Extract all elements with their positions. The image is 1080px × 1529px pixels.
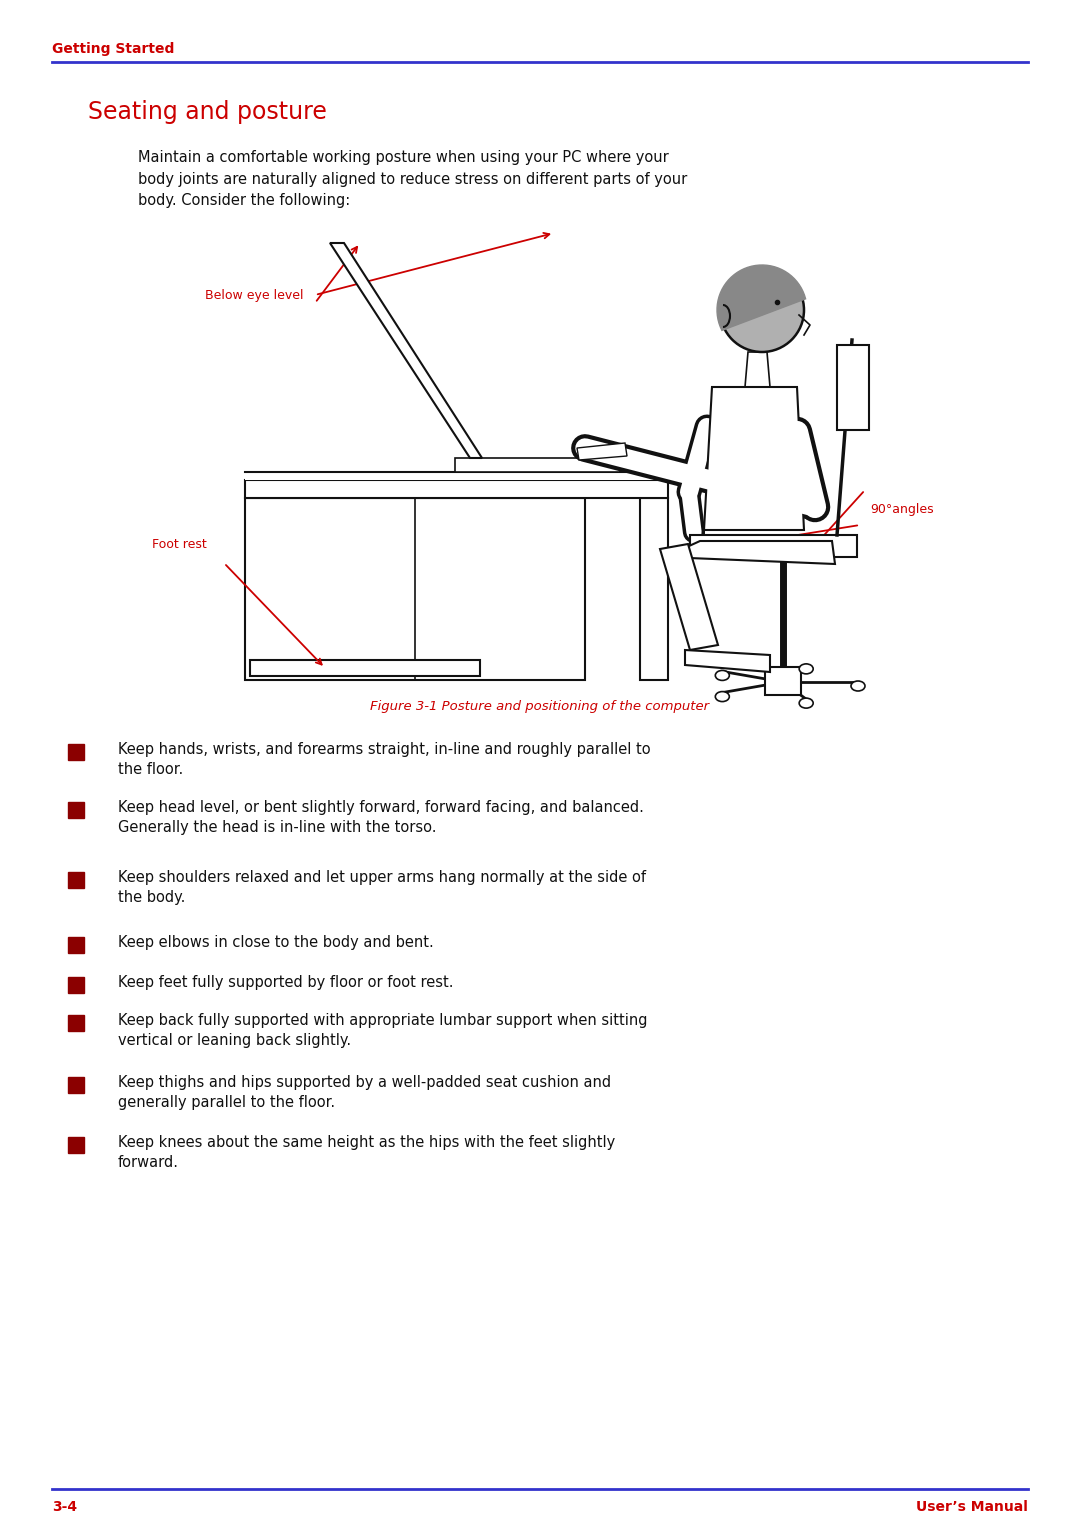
- Text: Maintain a comfortable working posture when using your PC where your
body joints: Maintain a comfortable working posture w…: [138, 150, 687, 208]
- Text: Keep feet fully supported by floor or foot rest.: Keep feet fully supported by floor or fo…: [118, 976, 454, 989]
- Bar: [249, 661, 480, 676]
- Bar: [68, 937, 84, 953]
- Text: Below eye level: Below eye level: [205, 289, 303, 301]
- Bar: [765, 667, 801, 696]
- Text: Seating and posture: Seating and posture: [87, 99, 327, 124]
- Polygon shape: [704, 387, 804, 531]
- Text: Foot rest: Foot rest: [152, 538, 206, 552]
- Bar: [245, 498, 585, 680]
- Text: Keep shoulders relaxed and let upper arms hang normally at the side of
the body.: Keep shoulders relaxed and let upper arm…: [118, 870, 646, 905]
- Bar: [68, 1015, 84, 1031]
- Bar: [245, 472, 669, 480]
- Polygon shape: [717, 265, 806, 330]
- Ellipse shape: [715, 670, 729, 680]
- Ellipse shape: [799, 699, 813, 708]
- Bar: [68, 872, 84, 888]
- Text: User’s Manual: User’s Manual: [916, 1500, 1028, 1514]
- Text: Keep thighs and hips supported by a well-padded seat cushion and
generally paral: Keep thighs and hips supported by a well…: [118, 1075, 611, 1110]
- Ellipse shape: [799, 664, 813, 674]
- Text: Getting Started: Getting Started: [52, 41, 174, 57]
- Polygon shape: [745, 352, 770, 387]
- Bar: [455, 459, 620, 472]
- Text: Figure 3-1 Posture and positioning of the computer: Figure 3-1 Posture and positioning of th…: [370, 700, 710, 713]
- Bar: [68, 803, 84, 818]
- Ellipse shape: [851, 680, 865, 691]
- Text: Keep elbows in close to the body and bent.: Keep elbows in close to the body and ben…: [118, 936, 434, 950]
- Text: 90°angles: 90°angles: [870, 503, 933, 517]
- Bar: [245, 480, 669, 498]
- Polygon shape: [685, 650, 770, 673]
- Ellipse shape: [715, 691, 729, 702]
- Text: Keep head level, or bent slightly forward, forward facing, and balanced.
General: Keep head level, or bent slightly forwar…: [118, 800, 644, 835]
- Polygon shape: [660, 544, 718, 650]
- Bar: [68, 977, 84, 992]
- Circle shape: [720, 268, 804, 352]
- Text: Keep knees about the same height as the hips with the feet slightly
forward.: Keep knees about the same height as the …: [118, 1135, 616, 1170]
- Polygon shape: [665, 541, 835, 564]
- Bar: [68, 1138, 84, 1153]
- Text: 3-4: 3-4: [52, 1500, 77, 1514]
- Text: Keep back fully supported with appropriate lumbar support when sitting
vertical : Keep back fully supported with appropria…: [118, 1014, 648, 1049]
- Bar: [837, 346, 869, 430]
- Bar: [690, 535, 858, 557]
- Bar: [640, 498, 669, 680]
- Text: Keep hands, wrists, and forearms straight, in-line and roughly parallel to
the f: Keep hands, wrists, and forearms straigh…: [118, 742, 650, 777]
- Polygon shape: [330, 243, 482, 459]
- Bar: [68, 1076, 84, 1093]
- Polygon shape: [577, 443, 627, 460]
- Bar: [68, 745, 84, 760]
